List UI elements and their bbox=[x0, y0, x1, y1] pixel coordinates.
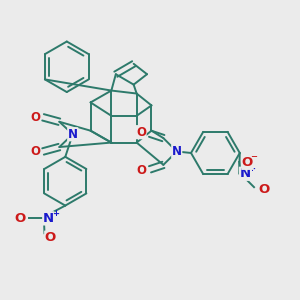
Text: −: − bbox=[250, 152, 257, 161]
Text: N: N bbox=[172, 145, 182, 158]
Text: +: + bbox=[248, 164, 255, 173]
Text: O: O bbox=[45, 231, 56, 244]
Text: O: O bbox=[136, 164, 146, 177]
Text: O: O bbox=[14, 212, 26, 225]
Text: O: O bbox=[31, 111, 40, 124]
Text: N: N bbox=[43, 212, 54, 225]
Text: N: N bbox=[239, 167, 251, 180]
Text: O: O bbox=[136, 126, 146, 139]
Text: O: O bbox=[259, 183, 270, 196]
Text: N: N bbox=[68, 128, 78, 141]
Text: O: O bbox=[31, 145, 40, 158]
Text: O: O bbox=[242, 156, 253, 169]
Text: +: + bbox=[52, 208, 59, 217]
